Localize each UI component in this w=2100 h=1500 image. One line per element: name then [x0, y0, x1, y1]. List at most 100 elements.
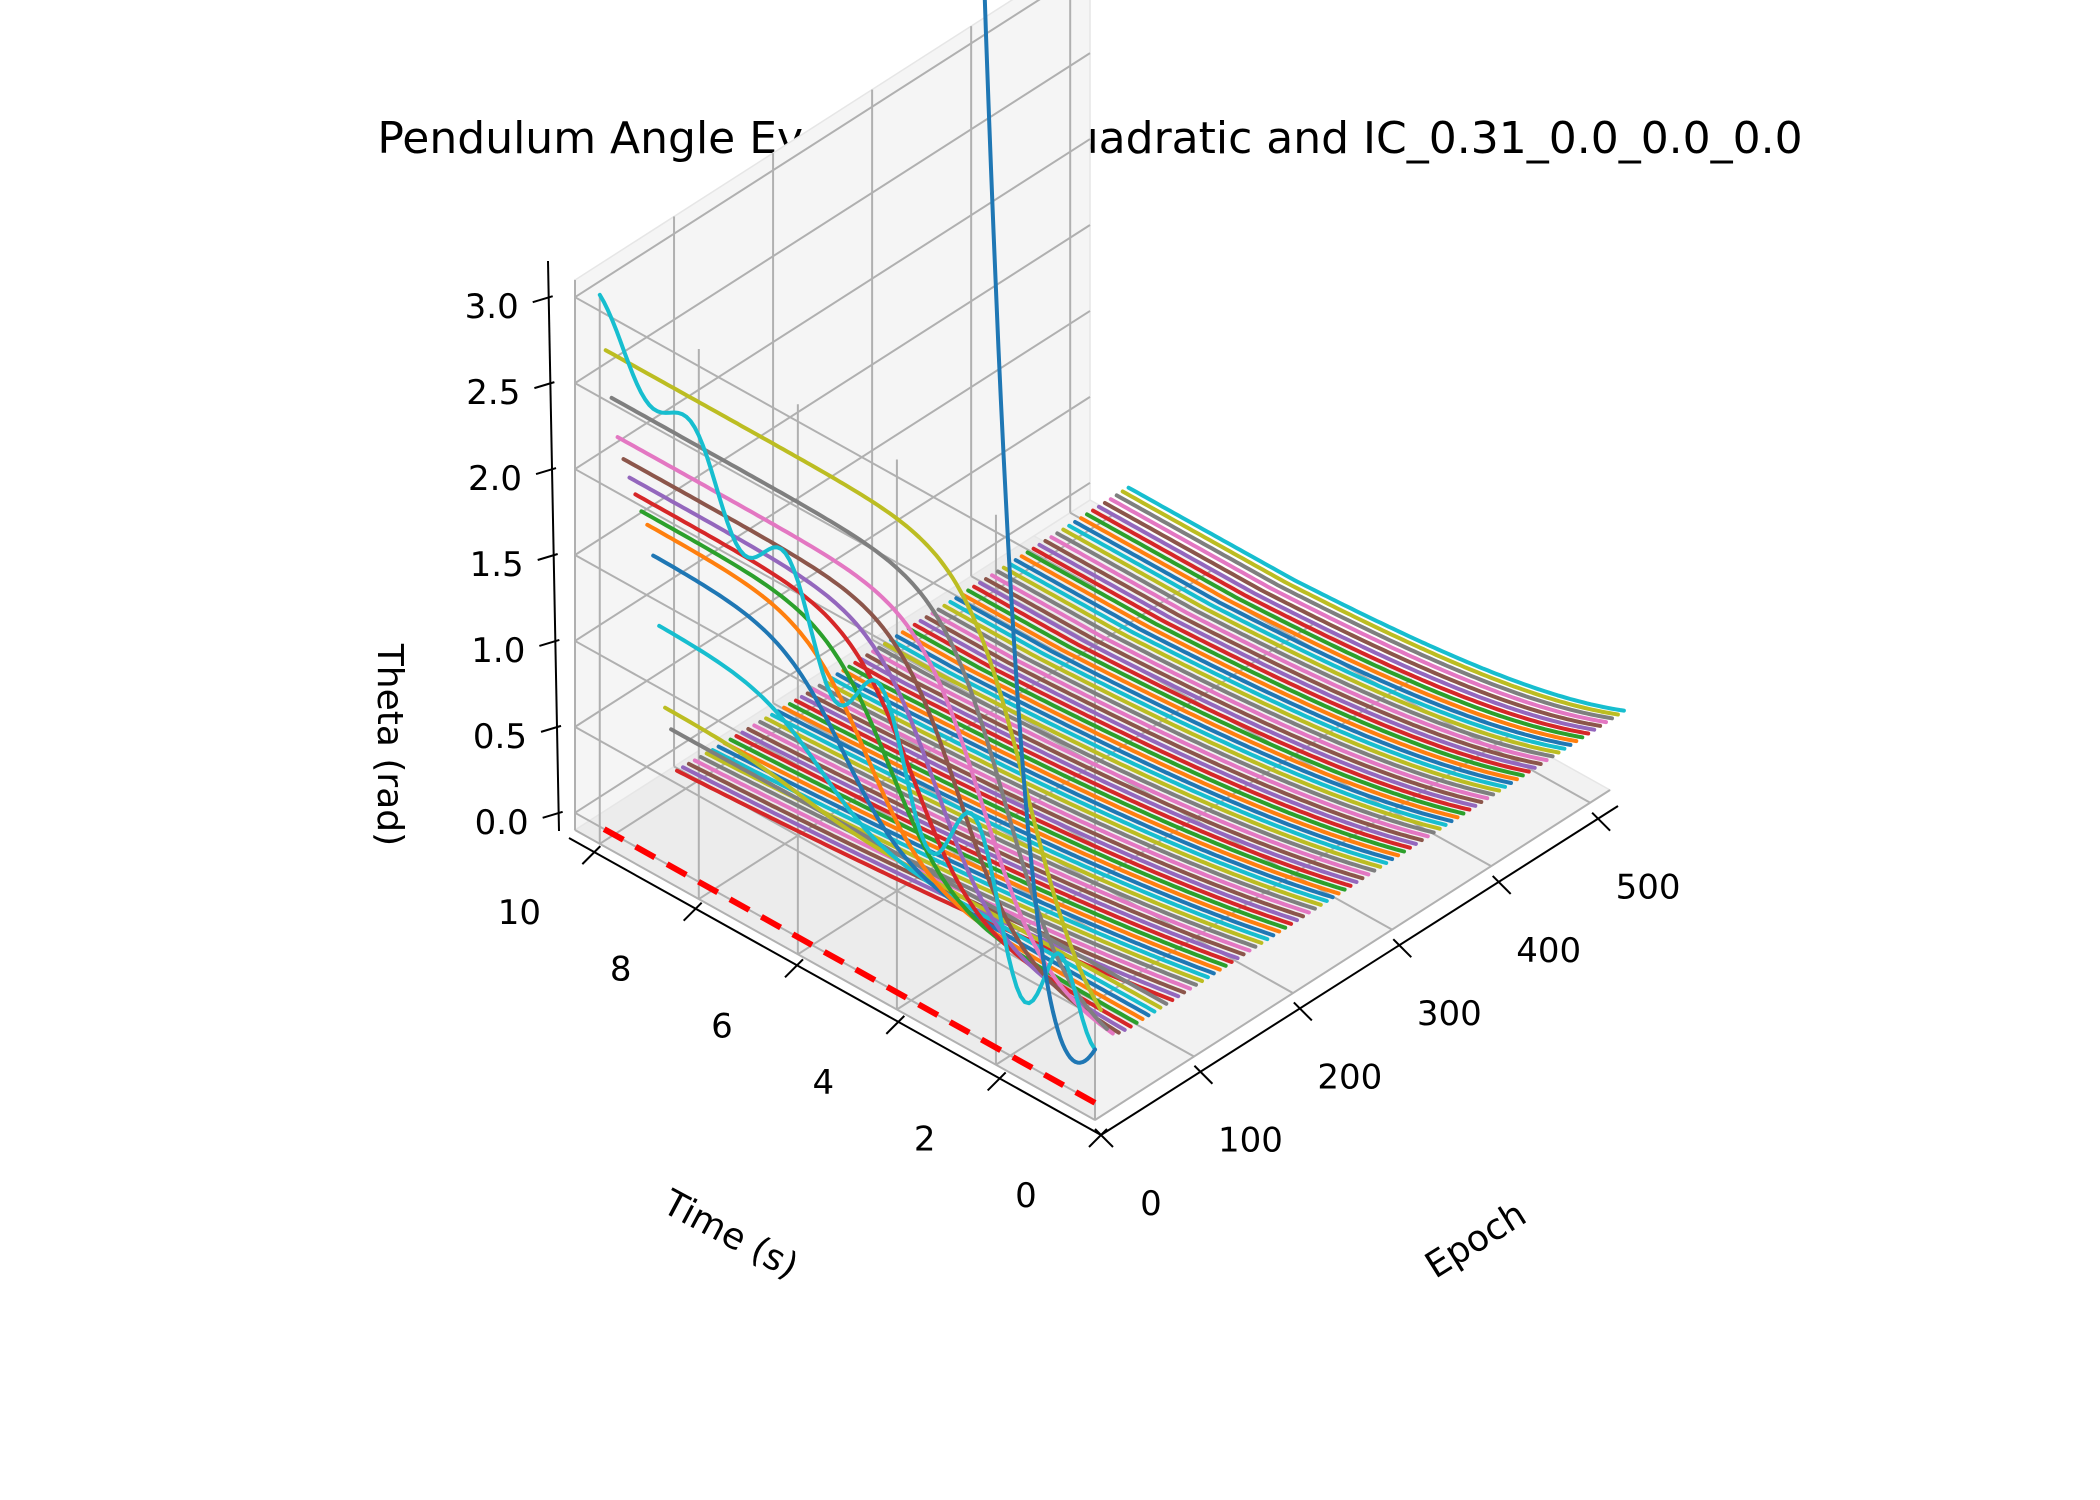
series-epoch-450	[1043, 539, 1543, 766]
z-tick-label: 1.5	[470, 545, 524, 585]
series-epoch-528	[1120, 489, 1620, 717]
series-epoch-102	[698, 755, 1198, 987]
x-tick-mark	[1094, 1128, 1114, 1148]
series-epoch-408	[1001, 565, 1502, 793]
series-epoch-348	[942, 603, 1442, 831]
series-epoch-372	[966, 588, 1466, 816]
y-tick-label: 10	[498, 893, 541, 933]
series-epoch-30	[627, 475, 1127, 1032]
x-tick-label: 0	[1140, 1184, 1162, 1224]
series-epoch-534	[1126, 485, 1626, 713]
grid-line	[1094, 789, 1611, 1121]
series-epoch-18	[615, 435, 1115, 1036]
series-epoch-486	[1079, 516, 1579, 744]
series-epoch-306	[900, 630, 1401, 858]
series-epoch-6	[603, 348, 1103, 1012]
z-axis-label: Theta (rad)	[369, 643, 410, 846]
y-tick-label: 6	[711, 1006, 733, 1046]
grid-line	[574, 829, 1096, 1121]
series-epoch-132	[728, 737, 1228, 968]
z-tick-label: 2.5	[466, 373, 520, 413]
x-tick-mark	[1293, 1001, 1313, 1022]
series-epoch-270	[865, 653, 1365, 881]
x-tick-label: 300	[1417, 994, 1482, 1034]
z-tick-mark	[535, 467, 557, 476]
series-epoch-0	[597, 292, 1097, 1052]
series-epoch-210	[805, 691, 1305, 919]
series-epoch-240	[835, 672, 1335, 900]
reference-dashed-line	[598, 824, 1097, 1106]
z-tick-mark	[532, 295, 554, 304]
series-epoch-390	[984, 577, 1484, 804]
series-epoch-480	[1073, 520, 1573, 747]
series-epoch-426	[1019, 554, 1519, 782]
z-tick-mark	[539, 638, 560, 647]
series-layer	[597, 0, 1626, 1065]
series-epoch-12	[609, 395, 1109, 1031]
series-epoch-54	[651, 553, 1151, 1018]
series-epoch-402	[995, 569, 1496, 797]
x-axis-label: Epoch	[1418, 1194, 1533, 1287]
z-tick-label: 3.0	[465, 287, 519, 327]
x-tick-mark	[1193, 1065, 1214, 1085]
series-epoch-378	[972, 584, 1472, 812]
z-tick-label: 0.0	[475, 803, 529, 843]
z-axis-line	[547, 260, 560, 832]
y-axis-line	[568, 837, 1102, 1136]
z-tick-mark	[542, 810, 563, 819]
x-tick-mark	[1392, 938, 1412, 958]
series-epoch-138	[734, 734, 1234, 964]
y-tick-label: 0	[1015, 1176, 1037, 1216]
y-tick-label: 4	[813, 1063, 835, 1103]
z-tick-label: 0.5	[473, 717, 527, 757]
series-epoch-396	[990, 573, 1490, 801]
z-tick-mark	[537, 553, 558, 561]
series-epoch-264	[859, 657, 1359, 884]
series-epoch-468	[1061, 527, 1561, 755]
series-epoch-432	[1025, 550, 1525, 778]
series-epoch-48	[645, 522, 1145, 1021]
series-epoch-234	[829, 676, 1329, 903]
series-epoch-228	[823, 679, 1323, 907]
y-tick-mark	[581, 845, 602, 865]
y-tick-mark	[682, 902, 703, 922]
x-tick-label: 200	[1317, 1057, 1382, 1097]
series-epoch-318	[912, 622, 1412, 850]
grid-line	[574, 382, 1096, 674]
series-epoch-288	[883, 641, 1383, 869]
series-epoch-126	[722, 741, 1222, 972]
series-epoch-294	[888, 638, 1389, 865]
series-epoch-246	[841, 668, 1341, 896]
series-epoch-510	[1102, 501, 1603, 728]
x-tick-label: 500	[1616, 868, 1681, 908]
series-epoch-414	[1007, 561, 1507, 789]
series-epoch-462	[1055, 531, 1555, 759]
z-tick-mark	[540, 724, 562, 733]
x-tick-label: 100	[1218, 1121, 1283, 1161]
z-tick-label: 2.0	[468, 459, 522, 499]
y-tick-mark	[986, 1071, 1007, 1092]
series-epoch-180	[776, 709, 1276, 938]
series-epoch-384	[978, 580, 1478, 808]
series-divergent	[982, 0, 1097, 1065]
series-epoch-438	[1031, 546, 1531, 774]
grid-line	[574, 0, 1041, 299]
series-epoch-420	[1013, 558, 1513, 785]
series-epoch-156	[752, 723, 1252, 953]
series-epoch-342	[936, 607, 1436, 835]
x-tick-label: 400	[1516, 931, 1581, 971]
series-epoch-24	[621, 457, 1121, 1035]
series-epoch-354	[948, 600, 1448, 827]
series-epoch-360	[954, 596, 1454, 824]
x-axis-line	[1100, 805, 1619, 1136]
z-tick-label: 1.0	[471, 631, 525, 671]
y-tick-mark	[885, 1015, 906, 1035]
series-epoch-330	[924, 615, 1424, 843]
x-tick-mark	[1491, 875, 1512, 895]
series-epoch-276	[871, 649, 1371, 877]
series-epoch-498	[1091, 508, 1591, 736]
grid-line	[574, 52, 1091, 384]
x-tick-mark	[1591, 811, 1611, 832]
series-epoch-192	[787, 702, 1288, 930]
